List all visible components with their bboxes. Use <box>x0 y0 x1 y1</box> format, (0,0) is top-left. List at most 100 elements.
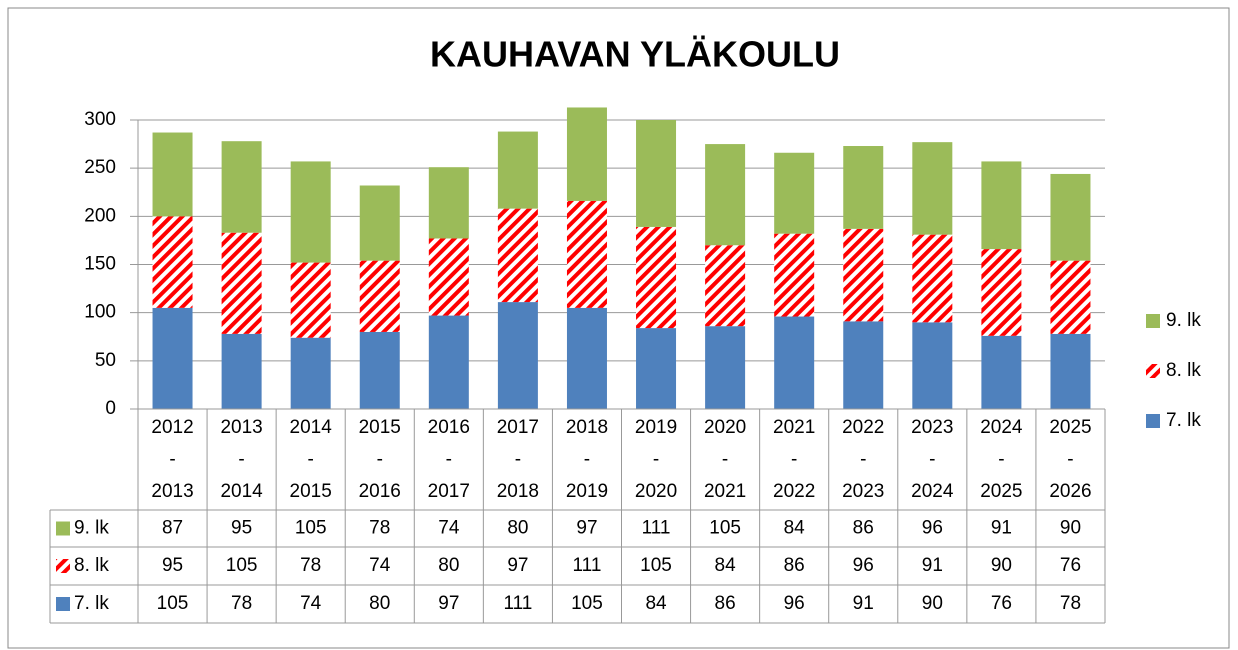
table-legend-key <box>56 597 70 611</box>
legend-key <box>1146 314 1160 328</box>
bar-segment <box>221 232 262 334</box>
bar-segment <box>359 331 400 409</box>
y-tick-label: 100 <box>84 302 116 323</box>
bar-segment <box>843 146 884 229</box>
table-value: 111 <box>503 593 532 614</box>
table-value: 74 <box>438 518 460 539</box>
table-legend-key <box>56 559 70 573</box>
legend-label: 8. lk <box>1166 360 1201 381</box>
bar-segment <box>981 249 1022 336</box>
category-label: 2019 - 2020 <box>634 417 678 502</box>
table-value: 78 <box>300 555 321 576</box>
category-label: 2022 - 2023 <box>842 417 885 502</box>
bar-segment <box>428 315 469 409</box>
y-tick-label: 50 <box>95 350 116 371</box>
bar-segment <box>152 132 193 217</box>
legend-label: 9. lk <box>1166 310 1201 331</box>
table-value: 78 <box>231 593 252 614</box>
category-label: 2013 - 2014 <box>220 417 263 502</box>
bar-segment <box>843 228 884 322</box>
table-value: 105 <box>640 555 672 576</box>
bar-segment <box>290 161 331 263</box>
table-value: 111 <box>573 555 602 576</box>
bar-segment <box>636 226 677 329</box>
bar-segment <box>221 333 262 409</box>
table-value: 80 <box>438 555 459 576</box>
table-value: 80 <box>507 518 528 539</box>
table-value: 105 <box>295 518 327 539</box>
bar-segment <box>705 245 746 327</box>
category-label: 2014 - 2015 <box>289 417 332 502</box>
table-row-label: 9. lk <box>74 518 109 539</box>
table-value: 95 <box>162 555 183 576</box>
category-label: 2018 - 2019 <box>565 417 609 502</box>
bar-segment <box>497 131 538 209</box>
bar-segment <box>705 326 746 409</box>
category-label: 2012 - 2013 <box>151 417 194 502</box>
table-value: 90 <box>1060 518 1081 539</box>
table-value: 86 <box>715 593 736 614</box>
table-value: 96 <box>784 593 805 614</box>
legend-key <box>1146 364 1160 378</box>
table-value: 78 <box>369 518 390 539</box>
bar-segment <box>152 216 193 308</box>
bar-segment <box>497 208 538 303</box>
bar-segment <box>359 185 400 261</box>
bar-segment <box>1050 260 1091 334</box>
table-value: 105 <box>571 593 603 614</box>
bar-segment <box>636 120 677 227</box>
table-value: 97 <box>576 518 597 539</box>
table-value: 97 <box>438 593 459 614</box>
bar-segment <box>981 161 1022 250</box>
table-value: 97 <box>507 555 528 576</box>
bar-segment <box>428 167 469 239</box>
bar-segment <box>774 152 815 234</box>
table-value: 105 <box>157 593 189 614</box>
bar-segment <box>774 233 815 317</box>
category-label: 2023 - 2024 <box>911 417 954 502</box>
legend-key <box>1146 414 1160 428</box>
table-value: 76 <box>991 593 1012 614</box>
bar-segment <box>774 316 815 409</box>
y-tick-label: 250 <box>84 157 116 178</box>
category-label: 2020 - 2021 <box>703 417 747 502</box>
y-tick-label: 0 <box>105 398 116 419</box>
bar-segment <box>1050 333 1091 409</box>
bar-segment <box>359 260 400 332</box>
table-value: 74 <box>300 593 322 614</box>
table-value: 111 <box>642 518 671 539</box>
bar-segment <box>843 321 884 409</box>
bar-segment <box>912 322 953 409</box>
bar-segment <box>912 142 953 235</box>
table-value: 90 <box>991 555 1012 576</box>
bar-segment <box>221 141 262 233</box>
table-value: 91 <box>853 593 874 614</box>
bar-segment <box>566 307 607 409</box>
table-value: 87 <box>162 518 183 539</box>
category-label: 2017 - 2018 <box>496 417 540 502</box>
bar-segment <box>705 144 746 246</box>
table-value: 78 <box>1060 593 1081 614</box>
table-value: 84 <box>645 593 667 614</box>
category-label: 2024 - 2025 <box>980 417 1023 502</box>
table-value: 84 <box>715 555 737 576</box>
y-tick-label: 200 <box>84 205 116 226</box>
legend-label: 7. lk <box>1166 410 1201 431</box>
category-label: 2025 - 2026 <box>1049 417 1092 502</box>
bar-segment <box>566 200 607 308</box>
bar-segment <box>290 337 331 409</box>
table-legend-key <box>56 521 70 536</box>
table-value: 90 <box>922 593 943 614</box>
table-row-label: 7. lk <box>74 593 109 614</box>
table-value: 76 <box>1060 555 1081 576</box>
bar-segment <box>981 335 1022 409</box>
table-value: 91 <box>922 555 943 576</box>
y-tick-label: 150 <box>84 254 116 275</box>
table-value: 105 <box>226 555 258 576</box>
table-value: 95 <box>231 518 252 539</box>
table-value: 80 <box>369 593 390 614</box>
table-value: 96 <box>922 518 943 539</box>
table-value: 105 <box>709 518 741 539</box>
